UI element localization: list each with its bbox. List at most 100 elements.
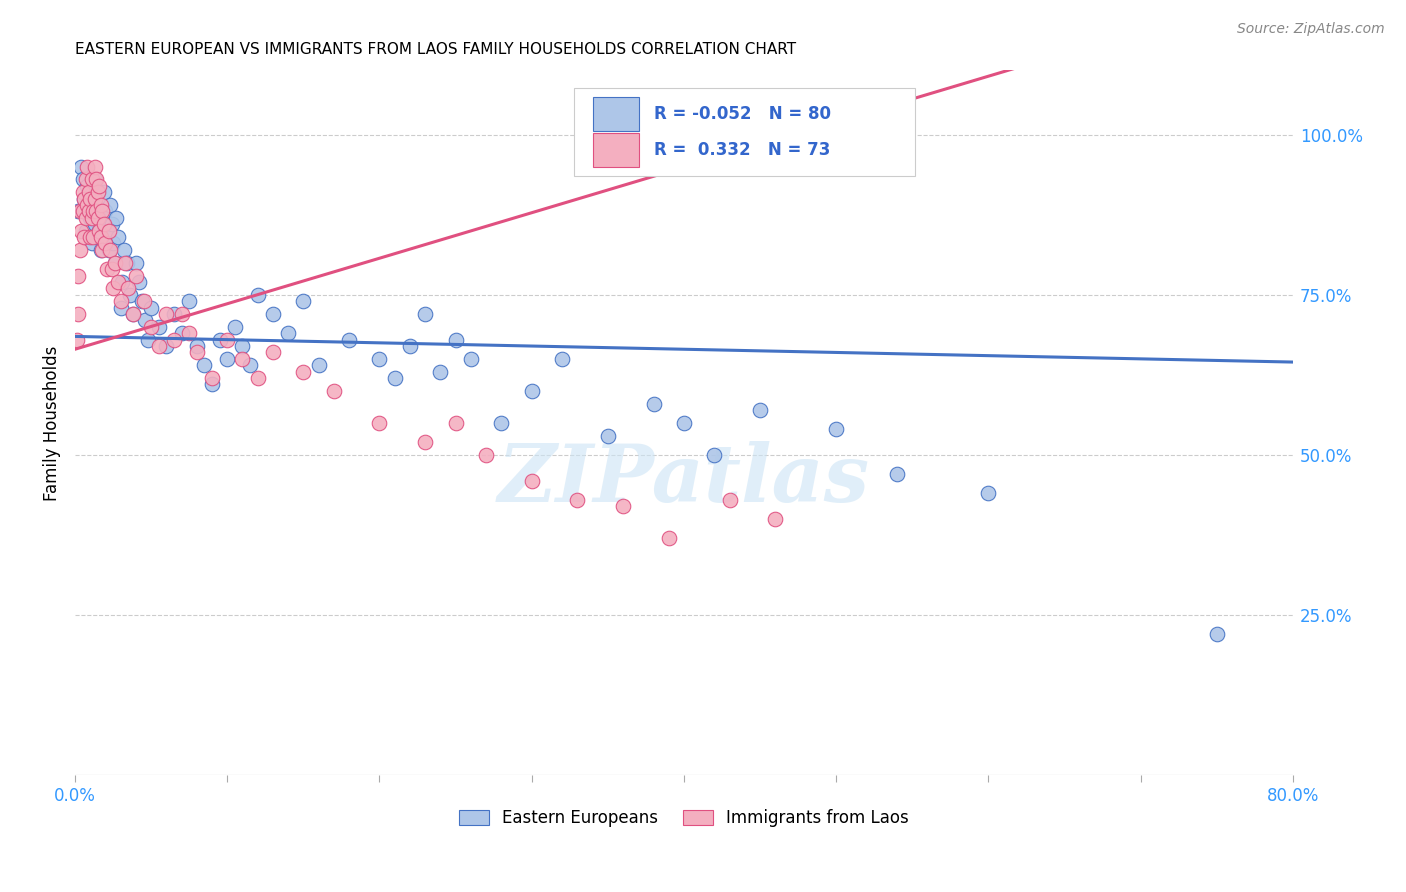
- Point: [82, 204, 104, 219]
- Point: [97, 243, 120, 257]
- Point: [193, 358, 215, 372]
- Point: [77, 204, 100, 219]
- Point: [82, 185, 104, 199]
- Point: [100, 262, 122, 277]
- Point: [134, 313, 156, 327]
- Point: [77, 185, 100, 199]
- Point: [90, 230, 112, 244]
- Point: [163, 307, 186, 321]
- Point: [107, 275, 129, 289]
- Point: [117, 281, 139, 295]
- Point: [703, 448, 725, 462]
- Point: [72, 204, 94, 219]
- FancyBboxPatch shape: [592, 133, 638, 167]
- Point: [231, 351, 253, 366]
- Point: [977, 486, 1000, 500]
- Point: [73, 192, 96, 206]
- Point: [749, 403, 772, 417]
- Point: [93, 217, 115, 231]
- Point: [90, 243, 112, 257]
- Point: [100, 217, 122, 231]
- Point: [87, 185, 110, 199]
- Text: R = -0.052   N = 80: R = -0.052 N = 80: [654, 105, 831, 123]
- Point: [368, 351, 391, 366]
- Point: [413, 435, 436, 450]
- Point: [89, 224, 111, 238]
- Point: [96, 262, 118, 277]
- Point: [231, 339, 253, 353]
- Point: [612, 500, 634, 514]
- Point: [246, 371, 269, 385]
- Point: [101, 236, 124, 251]
- Point: [825, 422, 848, 436]
- Point: [399, 339, 422, 353]
- Point: [460, 351, 482, 366]
- Point: [80, 236, 103, 251]
- Point: [262, 345, 284, 359]
- Point: [93, 185, 115, 199]
- Point: [73, 230, 96, 244]
- Point: [217, 351, 239, 366]
- Point: [101, 281, 124, 295]
- Point: [65, 333, 87, 347]
- Point: [224, 319, 246, 334]
- Point: [128, 275, 150, 289]
- Point: [91, 211, 114, 225]
- Point: [87, 185, 110, 199]
- Point: [763, 512, 786, 526]
- Point: [87, 211, 110, 225]
- Point: [75, 211, 97, 225]
- Point: [201, 377, 224, 392]
- Point: [475, 448, 498, 462]
- Point: [73, 192, 96, 206]
- Point: [83, 217, 105, 231]
- Point: [121, 307, 143, 321]
- Point: [75, 224, 97, 238]
- Point: [80, 172, 103, 186]
- Point: [384, 371, 406, 385]
- Point: [77, 204, 100, 219]
- Point: [179, 294, 201, 309]
- Point: [491, 416, 513, 430]
- Point: [672, 416, 695, 430]
- Point: [107, 230, 129, 244]
- Point: [444, 333, 467, 347]
- Point: [67, 307, 90, 321]
- Point: [76, 178, 98, 193]
- Point: [444, 416, 467, 430]
- Point: [186, 345, 208, 359]
- Point: [132, 294, 155, 309]
- Point: [567, 492, 589, 507]
- Point: [139, 301, 162, 315]
- Point: [337, 333, 360, 347]
- Y-axis label: Family Households: Family Households: [44, 345, 60, 500]
- Point: [520, 474, 543, 488]
- Point: [69, 243, 91, 257]
- Point: [148, 319, 170, 334]
- Point: [80, 211, 103, 225]
- Point: [70, 224, 93, 238]
- Point: [76, 198, 98, 212]
- Text: R =  0.332   N = 73: R = 0.332 N = 73: [654, 141, 830, 159]
- Text: Source: ZipAtlas.com: Source: ZipAtlas.com: [1237, 22, 1385, 37]
- Text: ZIPatlas: ZIPatlas: [498, 441, 870, 518]
- Point: [886, 467, 908, 482]
- Point: [718, 492, 741, 507]
- Point: [75, 172, 97, 186]
- Point: [308, 358, 330, 372]
- Point: [551, 351, 574, 366]
- Point: [79, 192, 101, 206]
- Point: [83, 160, 105, 174]
- FancyBboxPatch shape: [592, 97, 638, 131]
- Point: [139, 319, 162, 334]
- Point: [112, 243, 135, 257]
- Point: [1205, 627, 1227, 641]
- Point: [70, 160, 93, 174]
- Point: [90, 198, 112, 212]
- Point: [658, 532, 681, 546]
- Point: [94, 204, 117, 219]
- Point: [121, 307, 143, 321]
- Point: [170, 307, 193, 321]
- Point: [413, 307, 436, 321]
- Point: [98, 243, 121, 257]
